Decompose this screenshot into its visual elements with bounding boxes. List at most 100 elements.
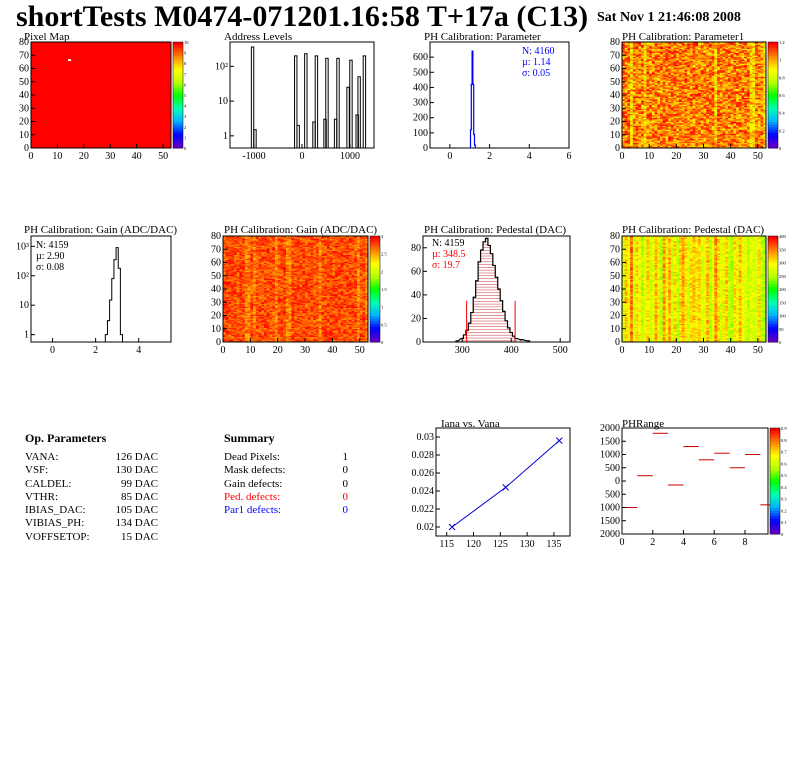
heatmap-cell xyxy=(89,51,93,53)
heatmap-cell xyxy=(46,105,50,108)
heatmap-cell xyxy=(128,96,132,99)
heatmap-cell xyxy=(165,117,169,120)
heatmap-cell xyxy=(94,69,98,72)
heatmap-cell xyxy=(33,128,37,130)
heatmap-cell xyxy=(131,49,135,52)
heatmap-cell xyxy=(120,144,124,146)
heatmap-cell xyxy=(120,114,124,117)
heatmap-cell xyxy=(52,118,56,121)
heatmap-cell xyxy=(110,130,114,133)
heatmap-cell xyxy=(147,80,151,83)
heatmap-cell xyxy=(632,108,636,110)
heatmap-cell xyxy=(131,53,135,56)
heatmap-cell xyxy=(630,75,634,77)
heatmap-cell xyxy=(157,114,161,117)
heatmap-cell xyxy=(635,104,639,106)
heatmap-cell xyxy=(136,48,140,51)
heatmap-cell xyxy=(110,47,114,50)
heatmap-cell xyxy=(41,81,45,84)
heatmap-cell xyxy=(41,98,45,101)
heatmap-cell xyxy=(83,109,87,112)
heatmap-cell xyxy=(149,95,153,97)
heatmap-cell xyxy=(78,142,82,145)
heatmap-cell xyxy=(123,145,127,148)
heatmap-cell xyxy=(123,49,127,52)
heatmap-cell xyxy=(97,122,101,125)
heatmap-cell xyxy=(31,101,35,104)
heatmap-cell xyxy=(33,134,37,137)
heatmap-cell xyxy=(75,117,79,120)
heatmap-cell xyxy=(65,81,69,84)
heatmap-cell xyxy=(627,91,631,93)
heatmap-cell xyxy=(70,69,74,72)
heatmap-cell xyxy=(126,116,130,118)
heatmap-cell xyxy=(107,65,111,68)
heatmap-cell xyxy=(62,118,66,121)
heatmap-cell xyxy=(118,89,122,92)
heatmap-cell xyxy=(52,85,56,88)
heatmap-cell xyxy=(110,87,114,89)
heatmap-cell xyxy=(163,118,167,121)
heatmap-cell xyxy=(81,116,85,118)
heatmap-cell xyxy=(99,120,103,122)
heatmap-cell xyxy=(44,114,48,117)
heatmap-cell xyxy=(44,72,48,75)
heatmap-cell xyxy=(165,102,169,105)
heatmap-cell xyxy=(163,125,167,128)
heatmap-cell xyxy=(638,95,642,97)
heatmap-cell xyxy=(134,69,138,72)
heatmap-cell xyxy=(638,71,642,73)
heatmap-cell xyxy=(44,56,48,59)
heatmap-cell xyxy=(67,53,72,56)
heatmap-cell xyxy=(630,133,634,136)
heatmap-cell xyxy=(635,71,639,73)
heatmap-cell xyxy=(89,76,93,79)
heatmap-cell xyxy=(120,56,124,59)
heatmap-cell xyxy=(624,138,628,141)
heatmap-cell xyxy=(38,59,42,61)
heatmap-cell xyxy=(622,77,626,80)
heatmap-cell xyxy=(141,105,145,108)
heatmap-cell xyxy=(630,98,634,101)
heatmap-cell xyxy=(120,87,124,89)
heatmap-cell xyxy=(70,80,74,83)
heatmap-cell xyxy=(65,110,69,113)
heatmap-cell xyxy=(118,64,122,67)
heatmap-cell xyxy=(78,57,82,60)
heatmap-cell xyxy=(75,132,79,134)
heatmap-cell xyxy=(57,69,61,72)
heatmap-cell xyxy=(112,122,116,125)
heatmap-cell xyxy=(638,124,642,126)
heatmap-cell xyxy=(70,96,74,99)
heatmap-cell xyxy=(57,53,61,56)
heatmap-cell xyxy=(60,141,64,144)
heatmap-cell xyxy=(147,112,151,114)
heatmap-cell xyxy=(46,79,50,81)
heatmap-cell xyxy=(168,120,172,122)
heatmap-cell xyxy=(83,57,87,60)
heatmap-cell xyxy=(83,55,87,57)
heatmap-cell xyxy=(632,69,636,72)
heatmap-cell xyxy=(89,133,93,136)
heatmap-cell xyxy=(73,91,77,93)
heatmap-cell xyxy=(78,118,82,121)
heatmap-cell xyxy=(120,89,124,92)
heatmap-cell xyxy=(89,112,93,114)
heatmap-cell xyxy=(36,133,40,136)
heatmap-cell xyxy=(70,87,74,89)
heatmap-cell xyxy=(160,81,164,84)
heatmap-cell xyxy=(155,113,159,116)
heatmap-cell xyxy=(147,83,151,85)
heatmap-cell xyxy=(49,130,53,133)
heatmap-cell xyxy=(94,140,98,142)
heatmap-cell xyxy=(65,93,69,96)
heatmap-cell xyxy=(31,124,35,126)
heatmap-cell xyxy=(91,43,95,46)
heatmap-cell xyxy=(60,97,64,100)
heatmap-cell xyxy=(89,130,93,133)
heatmap-cell xyxy=(622,48,626,51)
heatmap-cell xyxy=(86,77,90,80)
heatmap-cell xyxy=(163,140,167,142)
heatmap-cell xyxy=(624,88,628,91)
heatmap-cell xyxy=(86,118,90,121)
